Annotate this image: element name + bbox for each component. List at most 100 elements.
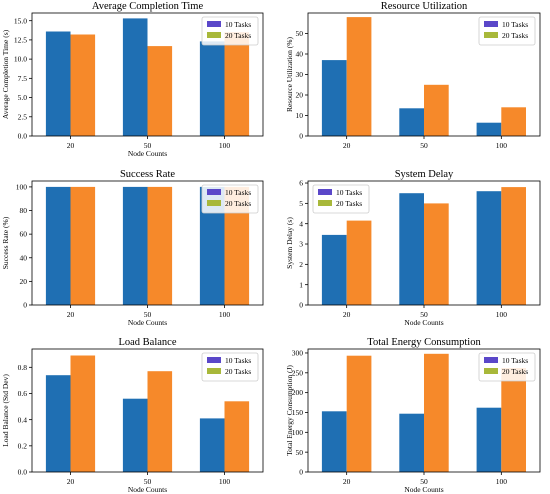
x-tick-label: 20 bbox=[67, 310, 75, 319]
chart-title: Load Balance bbox=[118, 337, 176, 348]
legend-swatch-1 bbox=[207, 21, 221, 27]
legend-swatch-2 bbox=[484, 368, 498, 374]
y-tick-label: 0 bbox=[23, 301, 27, 310]
legend-label-1: 10 Tasks bbox=[225, 188, 251, 197]
y-tick-label: 2 bbox=[299, 260, 303, 269]
y-axis-label: System Delay (s) bbox=[285, 217, 294, 269]
y-tick-label: 0.0 bbox=[18, 468, 28, 477]
chart-title: Total Energy Consumption bbox=[367, 337, 481, 348]
y-axis-label: Total Energy Consumption (J) bbox=[285, 365, 294, 456]
y-tick-label: 5.0 bbox=[18, 93, 28, 102]
x-tick-label: 20 bbox=[67, 141, 75, 150]
bar-series2-20 bbox=[346, 17, 372, 137]
y-tick-label: 300 bbox=[292, 349, 304, 358]
x-axis-label: Node Counts bbox=[128, 149, 167, 158]
y-tick-label: 100 bbox=[292, 428, 304, 437]
legend-label-2: 20 Tasks bbox=[225, 199, 251, 208]
bar-series1-50 bbox=[399, 193, 424, 305]
y-tick-label: 50 bbox=[296, 448, 304, 457]
legend: 10 Tasks 20 Tasks bbox=[478, 16, 536, 46]
legend: 10 Tasks 20 Tasks bbox=[478, 352, 536, 382]
bar-series2-50 bbox=[147, 371, 173, 472]
bar-series1-50 bbox=[399, 108, 424, 136]
y-tick-label: 0.0 bbox=[18, 132, 28, 141]
y-tick-label: 40 bbox=[296, 50, 304, 59]
chart-title: Average Completion Time bbox=[92, 1, 204, 12]
y-axis-label: Resource Utilization (%) bbox=[285, 37, 294, 112]
x-tick-label: 50 bbox=[420, 310, 428, 319]
y-tick-label: 50 bbox=[296, 29, 304, 38]
x-axis-label: Node Counts bbox=[404, 318, 443, 327]
bar-series1-20 bbox=[45, 186, 71, 305]
chart-panel-1: Average Completion Time 0.0 2.5 5.0 7.5 10.0 1… bbox=[1, 1, 264, 158]
bar-series1-20 bbox=[45, 375, 71, 472]
bar-series2-100 bbox=[501, 107, 526, 136]
y-tick-label: 30 bbox=[296, 70, 304, 79]
x-axis-label: Node Counts bbox=[128, 318, 167, 327]
bar-series1-50 bbox=[399, 413, 424, 472]
x-axis-label: Node Counts bbox=[404, 485, 443, 494]
legend: 10 Tasks 20 Tasks bbox=[201, 352, 259, 382]
bar-series2-50 bbox=[424, 203, 449, 305]
legend-label-1: 10 Tasks bbox=[225, 20, 251, 29]
legend-swatch-1 bbox=[484, 21, 498, 27]
y-tick-label: 2.5 bbox=[18, 112, 28, 121]
chart-title: Resource Utilization bbox=[381, 1, 468, 12]
bar-series2-100 bbox=[224, 32, 250, 137]
x-tick-label: 50 bbox=[420, 477, 428, 486]
legend-swatch-1 bbox=[207, 357, 221, 363]
y-tick-label: 1 bbox=[299, 280, 303, 289]
chart-panel-2: Resource Utilization 0 10 20 30 40 50 20 50 100 Re… bbox=[285, 1, 541, 150]
legend-swatch-1 bbox=[318, 189, 332, 195]
bar-series1-50 bbox=[122, 398, 148, 472]
y-tick-label: 4 bbox=[299, 219, 303, 228]
bar-series2-50 bbox=[147, 186, 173, 305]
y-axis-label: Average Completion Time (s) bbox=[1, 29, 10, 119]
legend-swatch-1 bbox=[484, 357, 498, 363]
y-tick-label: 5 bbox=[299, 199, 303, 208]
chart-panel-5: Load Balance 0.0 0.2 0.4 0.6 0.8 20 50 100 Node C… bbox=[1, 337, 264, 494]
y-tick-label: 100 bbox=[16, 183, 28, 192]
y-tick-label: 0 bbox=[299, 468, 303, 477]
legend-swatch-2 bbox=[318, 200, 332, 206]
x-tick-label: 100 bbox=[219, 141, 231, 150]
bar-series1-100 bbox=[199, 41, 225, 136]
x-tick-label: 100 bbox=[219, 310, 231, 319]
y-tick-label: 200 bbox=[292, 388, 304, 397]
y-tick-label: 15.0 bbox=[14, 16, 27, 25]
legend-label-2: 20 Tasks bbox=[225, 367, 251, 376]
bar-series2-50 bbox=[147, 46, 173, 136]
y-tick-label: 80 bbox=[20, 206, 28, 215]
x-tick-label: 50 bbox=[144, 141, 152, 150]
bar-series1-100 bbox=[476, 122, 502, 136]
y-tick-label: 12.5 bbox=[14, 36, 27, 45]
y-tick-label: 250 bbox=[292, 368, 304, 377]
legend-swatch-1 bbox=[207, 189, 221, 195]
legend-label-1: 10 Tasks bbox=[502, 356, 528, 365]
y-tick-label: 60 bbox=[20, 230, 28, 239]
bar-series1-20 bbox=[321, 411, 347, 472]
legend-swatch-2 bbox=[207, 32, 221, 38]
bar-series2-20 bbox=[70, 186, 96, 305]
y-axis-label: Load Balance (Std Dev) bbox=[1, 374, 10, 447]
x-tick-label: 50 bbox=[144, 310, 152, 319]
chart-panel-6: Total Energy Consumption 0 50 100 150 200 250 3… bbox=[285, 337, 541, 494]
x-tick-label: 100 bbox=[496, 141, 508, 150]
bar-series2-20 bbox=[346, 355, 372, 472]
bar-series2-100 bbox=[501, 187, 526, 305]
y-tick-label: 20 bbox=[20, 277, 28, 286]
y-axis-label: Success Rate (%) bbox=[1, 216, 10, 269]
chart-panel-3: Success Rate 0 20 40 60 80 100 20 50 100 Node Coun… bbox=[1, 169, 264, 327]
bar-series1-20 bbox=[45, 31, 71, 136]
bar-series2-20 bbox=[70, 355, 96, 472]
bar-series2-100 bbox=[501, 368, 526, 472]
y-tick-label: 0.8 bbox=[18, 363, 28, 372]
bar-series2-50 bbox=[424, 353, 449, 472]
x-tick-label: 20 bbox=[343, 141, 351, 150]
legend-label-2: 20 Tasks bbox=[225, 31, 251, 40]
y-tick-label: 0 bbox=[299, 132, 303, 141]
y-tick-label: 7.5 bbox=[18, 74, 28, 83]
legend: 10 Tasks 20 Tasks bbox=[201, 184, 259, 214]
legend-label-1: 10 Tasks bbox=[502, 20, 528, 29]
